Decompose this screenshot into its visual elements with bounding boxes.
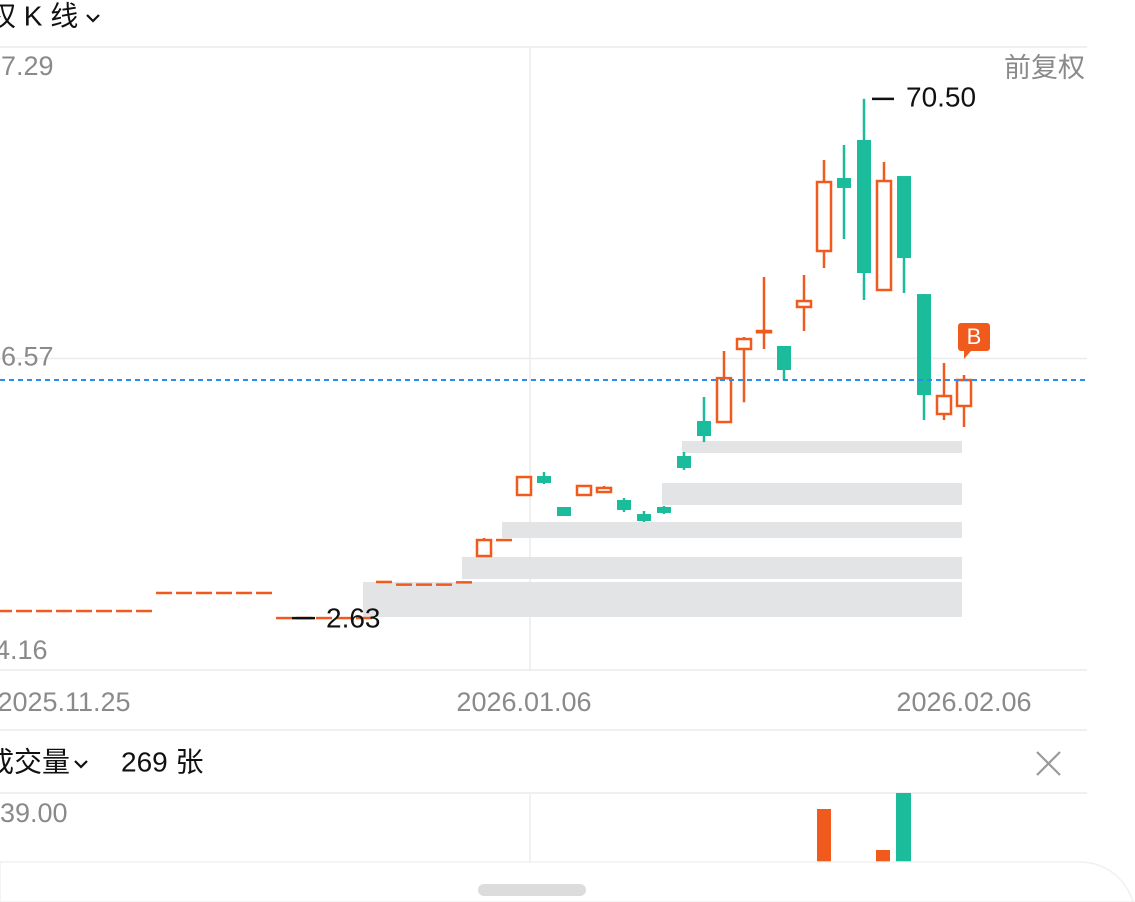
- candle-body: [897, 176, 911, 259]
- x-tick-label: 2026.01.06: [456, 687, 591, 717]
- volume-bars: [817, 793, 911, 870]
- max-label: 70.50: [906, 81, 976, 112]
- candle-body: [637, 514, 651, 522]
- candle-body: [657, 507, 671, 513]
- chip-distribution: [363, 441, 962, 617]
- candle-body: [557, 507, 571, 517]
- volume-chevron[interactable]: [74, 760, 88, 769]
- candle-body: [595, 486, 613, 494]
- bottom-sheet[interactable]: [0, 861, 1135, 902]
- candle-body: [677, 455, 691, 468]
- candle-body: [537, 476, 551, 483]
- sheet-handle[interactable]: [478, 884, 586, 896]
- candle-body: [815, 180, 833, 253]
- candle-body: [795, 299, 813, 309]
- mode-chevron[interactable]: [86, 14, 100, 23]
- candle-body: [575, 484, 593, 497]
- candles: [0, 46, 1087, 671]
- x-tick-label: 2026.02.06: [896, 687, 1031, 717]
- candle-body: [777, 345, 791, 371]
- signal-label: B: [967, 324, 982, 349]
- candle-body: [875, 179, 893, 292]
- signal-badge: [958, 322, 990, 359]
- candle-body: [475, 538, 493, 558]
- close-button[interactable]: [1036, 751, 1061, 776]
- x-tick-label: 2025.11.25: [0, 687, 131, 717]
- y-tick-label: 77.29: [0, 51, 54, 81]
- y-tick-label: -4.16: [0, 635, 48, 665]
- candle-body: [935, 394, 953, 416]
- candle-body: [837, 178, 851, 188]
- volume-title[interactable]: 成交量: [0, 746, 70, 777]
- candle-body: [735, 337, 753, 351]
- volume-tick-label: 39.00: [0, 798, 68, 828]
- candle-body: [515, 475, 533, 497]
- adjust-mode[interactable]: 前复权: [1004, 53, 1085, 83]
- y-tick-label: 36.57: [0, 342, 54, 372]
- candle-body: [857, 140, 871, 274]
- chart-mode[interactable]: 权 K 线: [0, 0, 78, 31]
- candle-body: [617, 499, 631, 510]
- min-label: 2.63: [326, 602, 381, 633]
- candle-body: [755, 329, 773, 334]
- candle-body: [715, 376, 733, 424]
- candle-body: [697, 421, 711, 437]
- candle-body: [955, 378, 973, 408]
- volume-current: 269 张: [121, 746, 204, 777]
- candle-body: [917, 294, 931, 396]
